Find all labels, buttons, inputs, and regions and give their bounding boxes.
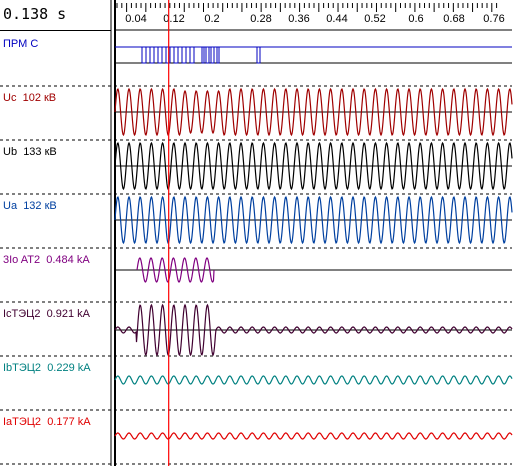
digital-pulse: [256, 47, 261, 64]
channel-name: 3Io AT2: [3, 254, 41, 266]
channel-trace-current: [114, 303, 513, 357]
digital-pulse: [189, 47, 195, 64]
channel-value: 0.484 kA: [46, 254, 90, 266]
channel-label-ia-tec2[interactable]: IaТЭЦ2 0.177 kA: [3, 416, 91, 428]
channel-label-prm-c[interactable]: ПРМ С: [3, 38, 38, 50]
channel-label-ub[interactable]: Ub 133 кВ: [3, 146, 57, 158]
tick-label: 0.68: [443, 13, 465, 25]
channel-label-ib-tec2[interactable]: IbТЭЦ2 0.229 kA: [3, 362, 91, 374]
digital-pulse: [149, 47, 155, 64]
channel-value: 102 кВ: [22, 92, 57, 104]
tick-label: 0.04: [125, 13, 147, 25]
channel-name: IaТЭЦ2: [3, 416, 42, 428]
tick-label: 0.44: [326, 13, 348, 25]
digital-pulse: [165, 47, 171, 64]
channel-name: ПРМ С: [3, 38, 39, 50]
channel-name: Uc: [3, 92, 17, 104]
channel-value: 0.177 kA: [47, 416, 91, 428]
channel-value: 0.921 kA: [46, 308, 90, 320]
digital-pulse: [141, 47, 147, 64]
channel-name: IcТЭЦ2: [3, 308, 41, 320]
channel-label-uc[interactable]: Uc 102 кВ: [3, 92, 56, 104]
digital-pulse: [205, 47, 210, 64]
channel-value: 133 кВ: [23, 146, 57, 158]
digital-pulse: [201, 47, 205, 64]
digital-pulse: [210, 47, 215, 64]
channel-trace-current: [136, 257, 215, 283]
channel-name: IbТЭЦ2: [3, 362, 42, 374]
channel-trace-voltage: [114, 195, 513, 245]
tick-label: 0.76: [483, 13, 505, 25]
channel-trace-current: [114, 432, 513, 440]
channel-value: 132 кВ: [23, 200, 57, 212]
tick-label: 0.6: [408, 13, 424, 25]
digital-pulse: [181, 47, 187, 64]
tick-label: 0.36: [288, 13, 310, 25]
cursor-time-value: 0.138 s: [3, 5, 67, 23]
channel-trace-voltage: [114, 87, 513, 137]
channel-label-3io-at2[interactable]: 3Io AT2 0.484 kA: [3, 254, 90, 266]
digital-pulse: [216, 47, 220, 64]
cursor-time-readout: 0.138 s: [0, 0, 111, 31]
channel-label-ua[interactable]: Ua 132 кВ: [3, 200, 57, 212]
channel-trace-voltage: [114, 141, 513, 191]
tick-label: 0.52: [364, 13, 386, 25]
tick-label: 0.28: [250, 13, 272, 25]
tick-label: 0.2: [204, 13, 220, 25]
channel-value: 0.229 kA: [47, 362, 91, 374]
digital-pulse: [157, 47, 163, 64]
channel-name: Ua: [3, 200, 18, 212]
channel-name: Ub: [3, 146, 18, 158]
channel-trace-current: [114, 375, 513, 385]
digital-pulse: [173, 47, 179, 64]
channel-label-ic-tec2[interactable]: IcТЭЦ2 0.921 kA: [3, 308, 90, 320]
